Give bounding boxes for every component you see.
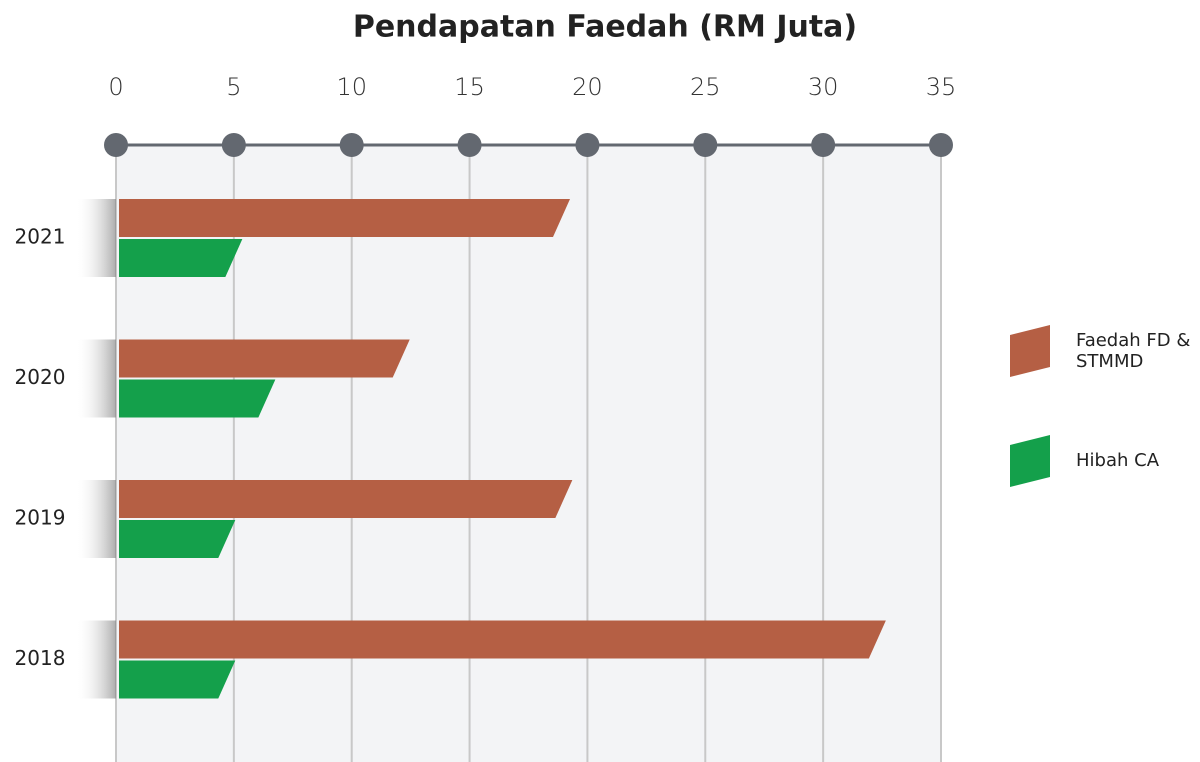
tick-dot [104,133,128,157]
x-tick-label: 0 [108,73,123,101]
bar [119,620,886,659]
row-shadow [76,339,116,418]
tick-dot [811,133,836,157]
tick-dot [575,133,600,157]
legend-label: Hibah CA [1076,450,1160,471]
x-tick-label: 15 [454,73,485,101]
tick-dot [339,133,364,157]
y-tick-label: 2019 [15,506,66,530]
legend-label: Faedah FD & STMMD [1076,330,1191,372]
legend-swatch [1010,435,1050,487]
x-tick-label: 5 [226,73,241,101]
bar [119,199,570,237]
tick-dot [457,133,482,157]
bar [119,239,243,277]
x-tick-label: 35 [926,73,957,101]
bar [119,339,410,378]
x-tick-label: 30 [808,73,839,101]
tick-dot [929,133,953,157]
y-tick-label: 2020 [15,365,66,389]
row-shadow [76,480,116,558]
chart-title: Pendapatan Faedah (RM Juta) [353,10,857,45]
tick-dot [221,133,246,157]
row-shadow [76,199,116,277]
legend-swatch [1010,325,1050,377]
x-tick-label: 10 [336,73,367,101]
bar [119,480,573,518]
plot-background [116,145,941,762]
x-tick-label: 25 [690,73,721,101]
y-tick-label: 2021 [15,225,66,249]
bar [119,660,236,699]
x-tick-label: 20 [572,73,603,101]
tick-dot [693,133,718,157]
bar [119,520,236,558]
row-shadow [76,620,116,699]
bar [119,379,276,418]
y-tick-label: 2018 [15,646,66,670]
